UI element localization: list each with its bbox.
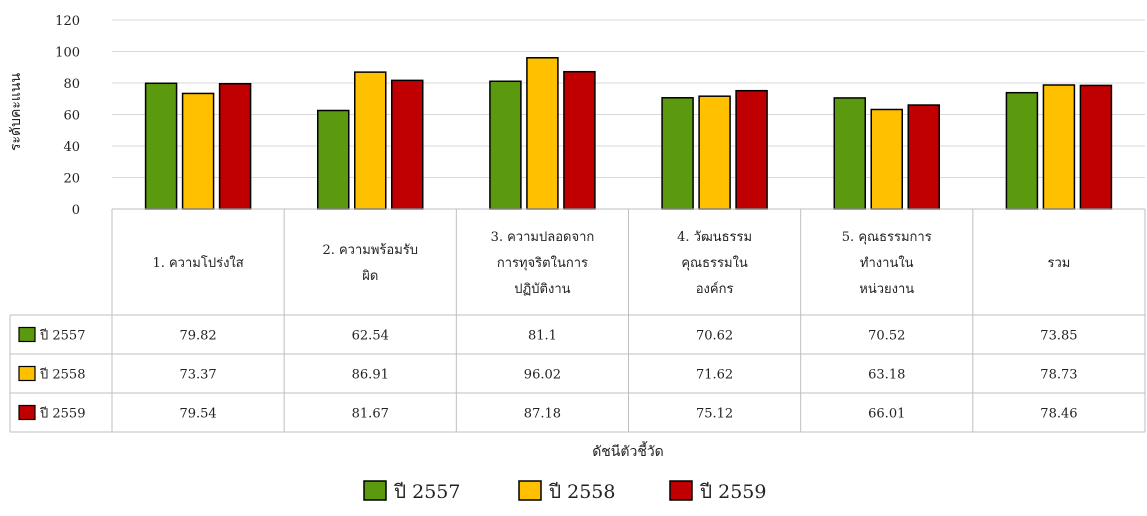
bar <box>735 89 768 210</box>
table-cell: 79.54 <box>179 407 216 422</box>
y-tick-label: 80 <box>63 77 80 92</box>
y-tick-label: 40 <box>63 140 80 155</box>
category-label: 3. ความปลอดจาก <box>491 230 595 245</box>
category-label: 1. ความโปร่งใส <box>152 255 243 271</box>
category-label: คุณธรรมใน <box>681 255 748 271</box>
table-cell: 81.1 <box>528 329 557 344</box>
category-label: 4. วัฒนธรรม <box>677 230 752 245</box>
table-cell: 86.91 <box>352 368 389 383</box>
category-label: ทำงานใน <box>860 255 914 271</box>
table-cell: 66.01 <box>868 407 905 422</box>
category-label: 2. ความพร้อมรับ <box>322 243 418 258</box>
table-legend-key <box>18 326 36 343</box>
table-cell: 81.67 <box>352 407 389 422</box>
table-legend-key <box>18 365 36 382</box>
y-axis-label: ระดับคะแนน <box>8 73 24 151</box>
table-cell: 78.73 <box>1040 368 1077 383</box>
legend-swatch <box>518 480 542 501</box>
bar <box>144 82 178 210</box>
legend-label: ปี 2557 <box>393 481 460 503</box>
table-cell: 78.46 <box>1040 407 1077 422</box>
table-cell: 70.52 <box>868 329 905 344</box>
category-label: หน่วยงาน <box>859 282 914 297</box>
table-cell: 70.62 <box>696 329 733 344</box>
table-cell: 71.62 <box>696 368 733 383</box>
bar <box>870 108 903 210</box>
bar <box>489 80 522 210</box>
table-cell: 96.02 <box>524 368 561 383</box>
bar <box>698 95 731 210</box>
bar <box>661 97 694 210</box>
y-tick-label: 20 <box>63 172 80 187</box>
table-cell: 73.37 <box>179 368 216 383</box>
bar <box>181 92 215 210</box>
table-cell: 73.85 <box>1040 329 1077 344</box>
category-label: ปฏิบัติงาน <box>514 282 570 297</box>
y-tick-label: 0 <box>72 203 80 218</box>
bar <box>1079 84 1113 210</box>
table-cell: 62.54 <box>352 329 389 344</box>
bar <box>833 97 866 210</box>
legend: ปี 2557 ปี 2558 ปี 2559 <box>363 480 766 503</box>
category-label: 5. คุณธรรมการ <box>842 230 932 245</box>
category-label: ผิด <box>362 269 378 284</box>
series-row-label: ปี 2558 <box>39 367 85 383</box>
bar <box>354 71 387 210</box>
bar <box>1042 84 1076 210</box>
bar <box>391 79 424 210</box>
legend-swatch <box>363 480 387 501</box>
bar <box>317 109 350 210</box>
table-cell: 79.82 <box>179 329 216 344</box>
y-tick-label: 120 <box>55 14 80 29</box>
bar <box>218 82 252 210</box>
bar <box>907 104 940 210</box>
table-cell: 75.12 <box>696 407 733 422</box>
table-cell: 63.18 <box>868 368 905 383</box>
legend-label: ปี 2559 <box>699 481 766 503</box>
table-legend-key <box>18 404 36 421</box>
series-row-label: ปี 2557 <box>39 328 85 344</box>
series-row-label: ปี 2559 <box>39 406 85 422</box>
y-tick-label: 100 <box>55 46 80 61</box>
x-axis-label: ดัชนีตัวชี้วัด <box>592 441 664 460</box>
category-label: องค์กร <box>696 281 734 297</box>
category-label: การทุจริตในการ <box>497 255 588 271</box>
legend-label: ปี 2558 <box>548 481 615 503</box>
bar <box>526 57 559 210</box>
bar <box>1005 91 1039 210</box>
category-label: รวม <box>1047 256 1070 271</box>
legend-swatch <box>669 480 693 501</box>
y-tick-label: 60 <box>63 109 80 124</box>
table-cell: 87.18 <box>524 407 561 422</box>
bar <box>563 70 596 210</box>
